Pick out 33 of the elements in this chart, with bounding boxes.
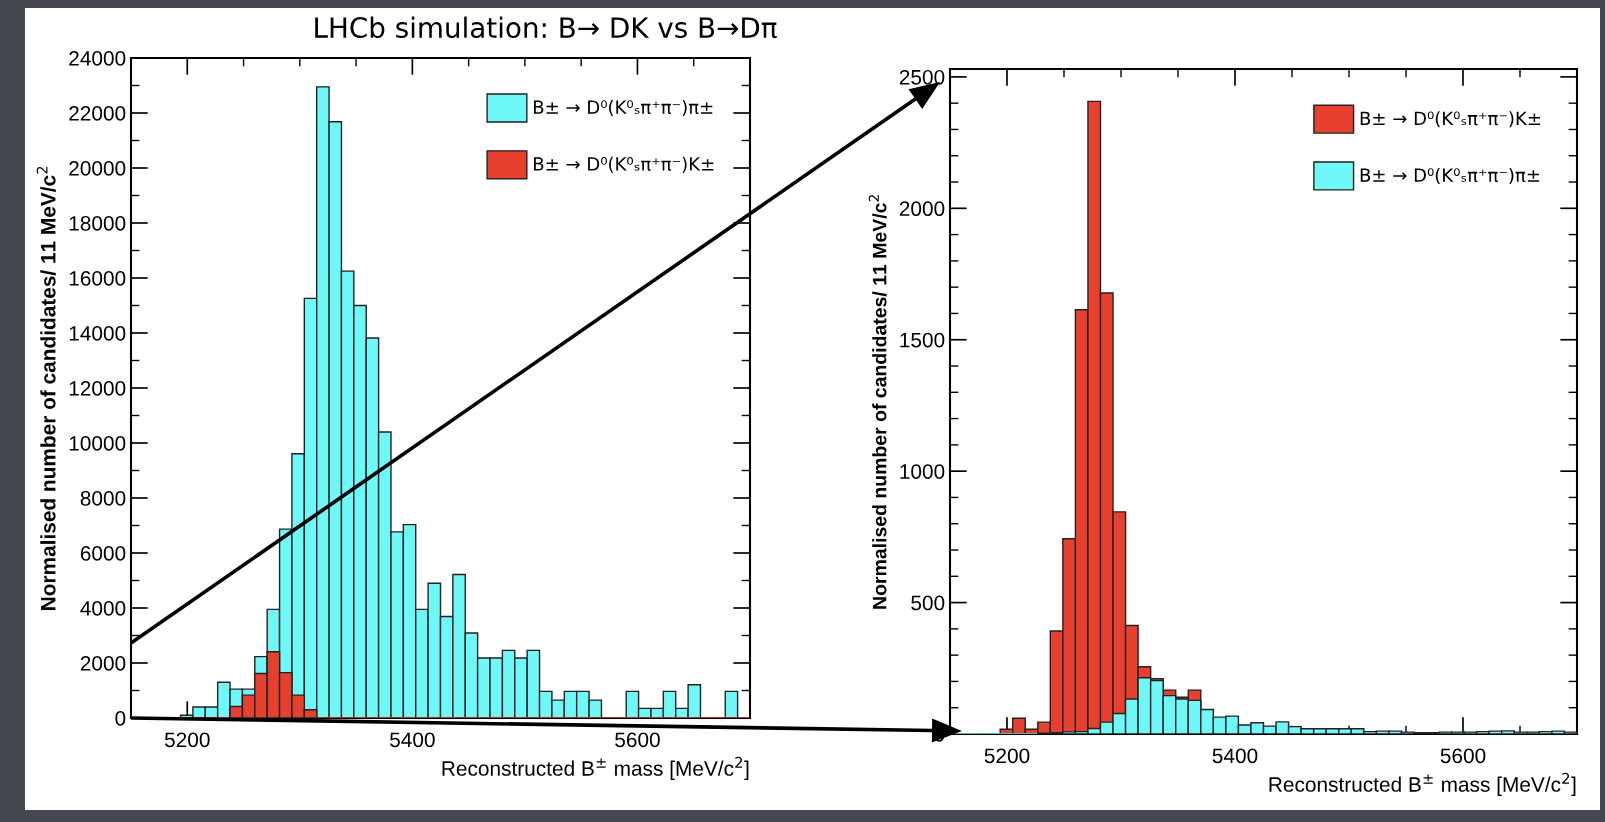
y-tick-label: 18000 xyxy=(69,216,126,231)
x-tick-label: 5400 xyxy=(1212,748,1258,764)
x-tick-label: 5600 xyxy=(615,732,660,748)
legend-label: B± → D⁰(K⁰ₛπ⁺π⁻)π± xyxy=(534,100,713,117)
y-axis-title: Normalised number of candidates/ 11 MeV/c$^{2}$ xyxy=(36,166,56,610)
y-tick-label: 1000 xyxy=(900,464,945,479)
y-tick-label: 20000 xyxy=(69,161,126,176)
y-tick-label: 22000 xyxy=(69,106,126,121)
y-tick-label: 500 xyxy=(911,595,945,611)
y-tick-label: 8000 xyxy=(80,491,126,506)
chart-title: LHCb simulation: B→ DK vs B→Dπ xyxy=(315,16,777,39)
y-tick-label: 12000 xyxy=(69,381,126,396)
legend-label: B± → D⁰(K⁰ₛπ⁺π⁻)π± xyxy=(1360,167,1540,185)
y-tick-label: 2000 xyxy=(80,656,126,671)
y-axis-title: Normalised number of candidates/ 11 MeV/c$^{2}$ xyxy=(868,195,887,609)
y-tick-label: 2000 xyxy=(899,201,945,217)
y-tick-label: 10000 xyxy=(69,436,126,451)
y-tick-label: 4000 xyxy=(80,601,126,616)
y-tick-label: 1500 xyxy=(900,332,945,348)
x-axis-title: Reconstructed B$^{±}$ mass [MeV/c$^{2}$] xyxy=(442,756,749,780)
y-tick-label: 16000 xyxy=(69,271,126,286)
y-tick-label: 6000 xyxy=(80,546,126,561)
y-tick-label: 14000 xyxy=(69,326,126,341)
legend-label: B± → D⁰(K⁰ₛπ⁺π⁻)K± xyxy=(1360,111,1541,128)
legend-label: B± → D⁰(K⁰ₛπ⁺π⁻)K± xyxy=(534,156,714,173)
x-tick-label: 5200 xyxy=(984,748,1030,764)
x-tick-label: 5200 xyxy=(164,732,210,748)
y-tick-label: 24000 xyxy=(69,51,126,66)
x-tick-label: 5600 xyxy=(1440,748,1486,764)
x-tick-label: 5400 xyxy=(390,732,435,748)
x-axis-title: Reconstructed B$^{±}$ mass [MeV/c$^{2}$] xyxy=(1269,772,1576,796)
y-tick-label: 0 xyxy=(115,711,126,726)
y-tick-label: 2500 xyxy=(899,69,945,85)
